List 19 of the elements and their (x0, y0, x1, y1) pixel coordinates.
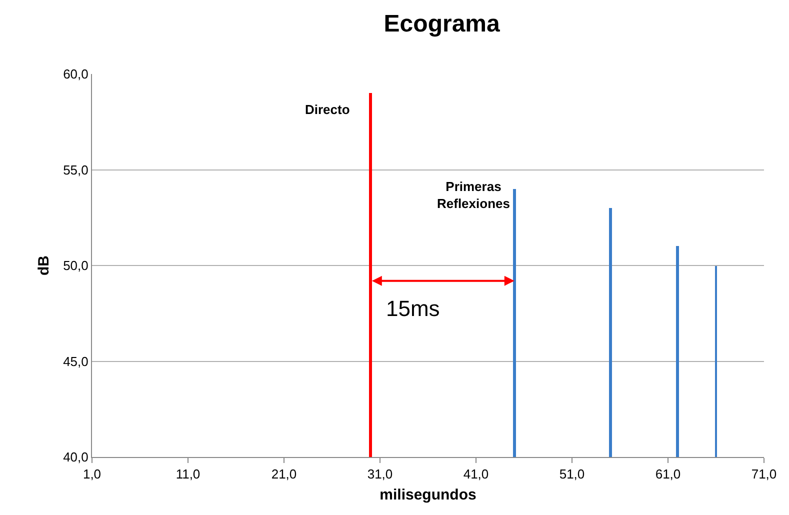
y-tick-label: 50,0 (63, 258, 88, 274)
annotation: 15ms (386, 296, 440, 321)
x-tick-label: 51,0 (559, 466, 585, 482)
y-tick-label: 60,0 (63, 66, 88, 82)
x-tick-label: 61,0 (655, 466, 681, 482)
x-tick-label: 11,0 (176, 466, 200, 482)
annotation: Directo (305, 102, 350, 117)
x-tick-label: 21,0 (271, 466, 297, 482)
x-tick-label: 41,0 (463, 466, 489, 482)
y-tick-label: 45,0 (63, 354, 88, 369)
y-tick-label: 40,0 (63, 450, 88, 465)
y-axis-title: dB (35, 255, 52, 276)
annotation: Primeras Reflexiones (437, 179, 510, 211)
x-tick-label: 31,0 (367, 466, 393, 482)
x-axis-title: milisegundos (380, 486, 476, 504)
y-tick-label: 55,0 (63, 162, 88, 178)
x-tick-label: 1,0 (82, 466, 102, 482)
x-tick-label: 71,0 (751, 466, 777, 482)
chart-title: Ecograma (384, 10, 501, 38)
